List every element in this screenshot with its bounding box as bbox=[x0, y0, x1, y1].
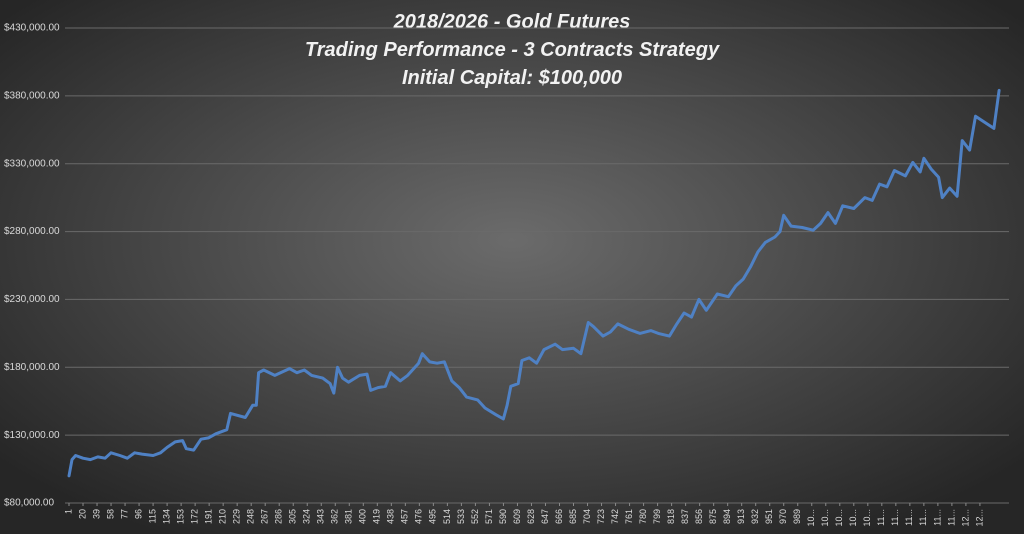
x-tick-label: 799 bbox=[652, 509, 662, 524]
x-tick-label: 229 bbox=[232, 509, 242, 524]
x-tick-label: 780 bbox=[638, 509, 648, 524]
y-tick-label: $80,000.00 bbox=[4, 498, 54, 509]
x-tick-label: 609 bbox=[512, 509, 522, 524]
x-tick-label: 12... bbox=[960, 509, 970, 527]
x-tick-label: 10... bbox=[806, 509, 816, 527]
x-tick-label: 647 bbox=[540, 509, 550, 524]
x-tick-label: 685 bbox=[568, 509, 578, 524]
x-tick-label: 11... bbox=[918, 509, 928, 526]
x-tick-label: 10... bbox=[848, 509, 858, 527]
y-tick-label: $280,000.00 bbox=[4, 226, 60, 237]
x-tick-label: 818 bbox=[666, 509, 676, 524]
y-tick-label: $330,000.00 bbox=[4, 158, 60, 169]
x-tick-label: 39 bbox=[91, 509, 101, 519]
x-tick-label: 11... bbox=[932, 509, 942, 526]
x-tick-label: 419 bbox=[372, 509, 382, 524]
x-tick-label: 438 bbox=[386, 509, 396, 524]
x-tick-label: 495 bbox=[428, 509, 438, 524]
x-tick-label: 248 bbox=[246, 509, 256, 524]
x-tick-label: 115 bbox=[147, 509, 157, 523]
x-tick-label: 913 bbox=[736, 509, 746, 524]
x-tick-label: 533 bbox=[456, 509, 466, 524]
x-tick-label: 552 bbox=[470, 509, 480, 524]
x-tick-label: 628 bbox=[526, 509, 536, 524]
x-tick-label: 856 bbox=[694, 509, 704, 524]
x-tick-label: 324 bbox=[302, 509, 312, 524]
x-tick-label: 286 bbox=[274, 509, 284, 524]
x-tick-label: 761 bbox=[624, 509, 634, 524]
data-line bbox=[67, 88, 1001, 478]
y-tick-label: $380,000.00 bbox=[4, 90, 60, 101]
x-tick-label: 12... bbox=[974, 509, 984, 527]
x-tick-label: 11... bbox=[946, 509, 956, 526]
x-tick-label: 894 bbox=[722, 509, 732, 524]
x-tick-label: 571 bbox=[484, 509, 494, 524]
y-tick-label: $430,000.00 bbox=[4, 23, 60, 34]
x-tick-label: 134 bbox=[161, 509, 171, 524]
x-tick-label: 96 bbox=[133, 509, 143, 519]
x-tick-label: 1 bbox=[63, 509, 73, 514]
y-tick-label: $180,000.00 bbox=[4, 362, 60, 373]
x-tick-label: 191 bbox=[204, 509, 214, 524]
x-tick-label: 305 bbox=[288, 509, 298, 524]
x-tick-label: 381 bbox=[344, 509, 354, 524]
x-tick-label: 590 bbox=[498, 509, 508, 524]
x-tick-label: 172 bbox=[190, 509, 200, 524]
x-tick-label: 58 bbox=[105, 509, 115, 519]
x-tick-label: 742 bbox=[610, 509, 620, 524]
x-tick-label: 10... bbox=[862, 509, 872, 527]
x-tick-label: 476 bbox=[414, 509, 424, 524]
x-tick-label: 210 bbox=[218, 509, 228, 524]
x-tick-label: 11... bbox=[904, 509, 914, 526]
x-tick-label: 77 bbox=[119, 509, 129, 519]
x-tick-label: 10... bbox=[834, 509, 844, 527]
y-tick-label: $230,000.00 bbox=[4, 294, 60, 305]
x-tick-label: 970 bbox=[778, 509, 788, 524]
x-tick-label: 704 bbox=[582, 509, 592, 524]
annotation: Initial Capital: $100,000 bbox=[402, 67, 622, 89]
x-tick-label: 514 bbox=[442, 509, 452, 524]
chart-subtitle: Trading Performance - 3 Contracts Strate… bbox=[305, 39, 720, 61]
x-tick-label: 932 bbox=[750, 509, 760, 524]
x-tick-label: 723 bbox=[596, 509, 606, 524]
x-tick-label: 875 bbox=[708, 509, 718, 524]
x-tick-label: 400 bbox=[358, 509, 368, 524]
x-tick-label: 20 bbox=[77, 509, 87, 519]
x-tick-label: 989 bbox=[792, 509, 802, 524]
x-tick-label: 11... bbox=[876, 509, 886, 526]
x-tick-label: 343 bbox=[316, 509, 326, 524]
x-tick-label: 666 bbox=[554, 509, 564, 524]
y-tick-label: $130,000.00 bbox=[4, 430, 60, 441]
x-tick-label: 153 bbox=[175, 509, 185, 524]
x-tick-label: 10... bbox=[820, 509, 830, 527]
x-tick-label: 837 bbox=[680, 509, 690, 524]
x-tick-label: 951 bbox=[764, 509, 774, 524]
x-tick-label: 457 bbox=[400, 509, 410, 524]
x-tick-label: 362 bbox=[330, 509, 340, 524]
x-tick-label: 11... bbox=[890, 509, 900, 526]
x-tick-label: 267 bbox=[260, 509, 270, 524]
chart-title: 2018/2026 - Gold Futures bbox=[393, 11, 631, 33]
